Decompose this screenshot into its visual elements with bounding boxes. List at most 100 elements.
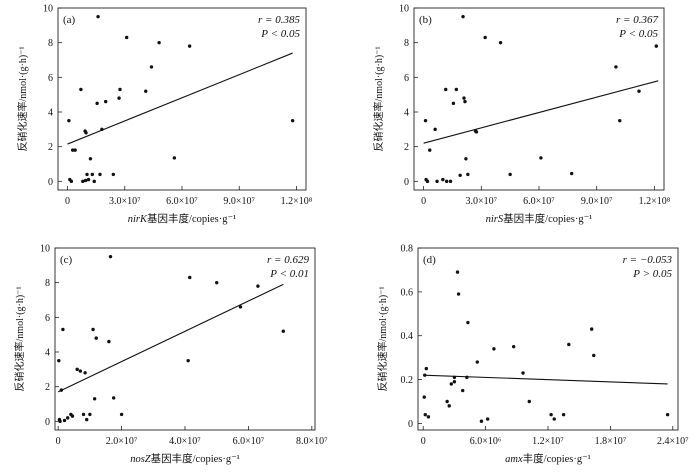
data-point xyxy=(465,375,469,380)
data-point xyxy=(188,275,192,280)
data-point xyxy=(83,178,88,183)
y-tick-label: 6 xyxy=(48,73,53,84)
y-axis-label: 反硝化速率/nmol·(g·h)⁻¹ xyxy=(16,47,29,152)
data-point xyxy=(118,87,122,92)
x-axis-label: nirS基因丰度/copies·g⁻¹ xyxy=(486,212,593,225)
x-tick-label: 6.0×10⁷ xyxy=(166,196,198,207)
data-point xyxy=(69,179,74,184)
data-point xyxy=(445,399,449,404)
data-point xyxy=(92,179,96,184)
x-tick-label: 1.2×10⁸ xyxy=(281,196,313,207)
data-point xyxy=(511,344,516,349)
data-point xyxy=(549,412,553,417)
x-tick-label: 3.0×10⁷ xyxy=(465,196,497,207)
x-tick-label: 2.0×10⁷ xyxy=(106,436,138,447)
data-point xyxy=(569,171,574,176)
panel-c: 0 2.0×10⁷ 4.0×10⁷ 6.0×10⁷ 8.0×10⁷ 0 2 4 6 8 10 (c) r… xyxy=(13,244,328,466)
data-point xyxy=(75,367,79,372)
data-point xyxy=(111,172,116,177)
y-tick-label: 0.4 xyxy=(401,331,414,342)
y-tick-label: 0.2 xyxy=(401,375,414,386)
data-point xyxy=(92,397,97,401)
x-tick-label: 6.0×10⁶ xyxy=(470,436,502,447)
y-tick-label: 4 xyxy=(48,108,53,119)
y-tick-label: 4 xyxy=(45,348,50,359)
data-point xyxy=(70,148,75,152)
stat-r: r = −0.053 xyxy=(623,254,673,266)
y-tick-label: 0 xyxy=(408,419,413,430)
data-point xyxy=(466,172,470,177)
data-point xyxy=(589,327,594,331)
regression-line xyxy=(57,283,284,393)
stat-r: r = 0.367 xyxy=(616,14,658,26)
y-tick-label: 2 xyxy=(45,382,50,393)
data-point xyxy=(508,172,512,177)
data-point xyxy=(111,396,116,400)
data-point xyxy=(441,177,445,182)
data-point xyxy=(61,327,65,332)
y-tick-label: 8 xyxy=(404,38,409,49)
data-point xyxy=(475,360,479,364)
data-point xyxy=(83,371,87,375)
data-point xyxy=(157,40,161,45)
data-point xyxy=(444,87,448,92)
panel-label: (a) xyxy=(63,14,76,26)
y-tick-label: 2 xyxy=(404,142,409,153)
data-point xyxy=(144,89,148,93)
data-point xyxy=(78,369,83,373)
y-tick-label: 0 xyxy=(45,417,50,428)
data-point xyxy=(461,388,465,393)
data-point xyxy=(290,118,295,123)
data-point xyxy=(474,130,479,134)
x-tick-label: 0 xyxy=(65,196,70,207)
data-point xyxy=(483,35,487,40)
y-tick-label: 0 xyxy=(48,177,53,188)
data-point xyxy=(466,320,470,325)
x-tick-label: 1.2×10⁸ xyxy=(639,196,671,207)
data-point xyxy=(527,399,531,404)
data-point xyxy=(425,179,430,184)
data-point xyxy=(85,172,89,177)
x-tick-label: 2.4×10⁷ xyxy=(657,436,689,447)
data-point xyxy=(117,96,121,100)
data-point xyxy=(448,179,453,184)
y-tick-label: 0.6 xyxy=(401,287,414,298)
data-point xyxy=(592,353,596,358)
data-point xyxy=(65,416,70,420)
data-point xyxy=(215,280,219,285)
data-point xyxy=(79,87,83,92)
data-point xyxy=(637,89,641,93)
data-point xyxy=(73,148,77,152)
x-axis-label: nirK基因丰度/copies·g⁻¹ xyxy=(128,212,236,225)
panel-a: 0 3.0×10⁷ 6.0×10⁷ 9.0×10⁷ 1.2×10⁸ 0 2 4 6 8 10 (a) r… xyxy=(16,4,313,226)
data-point xyxy=(256,284,260,288)
data-point xyxy=(433,127,437,132)
data-point xyxy=(70,414,75,418)
data-point xyxy=(618,118,622,123)
x-tick-label: 0 xyxy=(421,436,426,447)
data-point xyxy=(423,118,428,123)
data-point xyxy=(462,96,466,100)
data-point xyxy=(455,270,460,274)
data-point xyxy=(492,347,496,351)
data-point xyxy=(567,342,571,347)
data-point xyxy=(451,101,456,106)
data-point xyxy=(58,419,62,424)
data-point xyxy=(449,382,453,386)
x-tick-label: 6.0×10⁷ xyxy=(523,196,555,207)
data-point xyxy=(119,412,124,417)
y-tick-label: 10 xyxy=(40,244,50,255)
data-point xyxy=(426,415,431,419)
data-point xyxy=(485,417,490,421)
x-tick-label: 0 xyxy=(421,196,426,207)
data-point xyxy=(100,127,104,132)
x-tick-label: 9.0×10⁷ xyxy=(581,196,613,207)
data-point xyxy=(85,417,89,422)
data-point xyxy=(456,292,461,296)
stat-p: P < 0.05 xyxy=(618,28,658,40)
x-tick-label: 1.8×10⁷ xyxy=(595,436,627,447)
data-point xyxy=(435,179,439,184)
y-tick-label: 0 xyxy=(404,177,409,188)
data-point xyxy=(463,99,467,104)
